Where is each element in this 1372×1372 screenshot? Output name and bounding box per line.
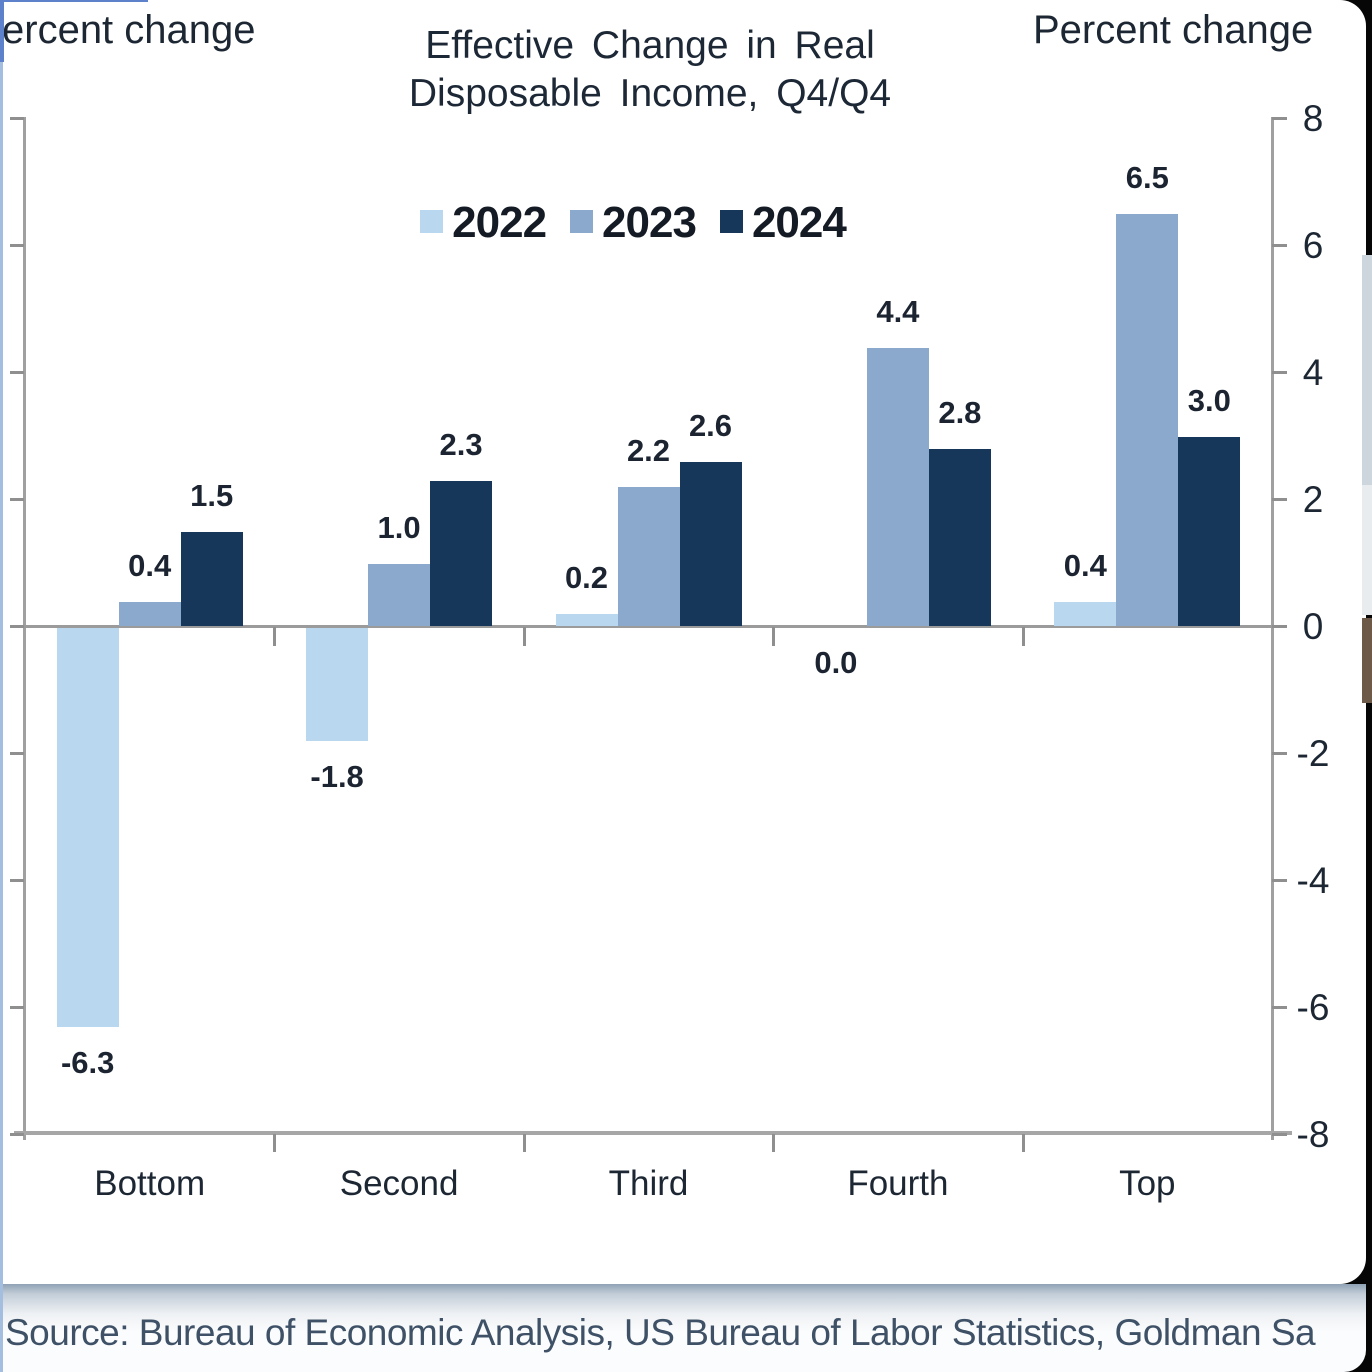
- y-tick-right: [1272, 371, 1287, 374]
- y-tick-label-right: 8: [1302, 98, 1324, 139]
- legend-item-2024: 2024: [719, 198, 847, 248]
- y-tick-right: [1272, 1133, 1287, 1136]
- value-label: 0.0: [814, 645, 858, 680]
- legend-label: 2022: [452, 198, 547, 247]
- source-strip: Source: Bureau of Economic Analysis, US …: [0, 1284, 1366, 1372]
- category-boundary-tick: [522, 627, 526, 646]
- chart-title: Effective Change in Real Disposable Inco…: [330, 22, 970, 118]
- bar-2023-top: [1116, 214, 1179, 626]
- value-label: 0.4: [128, 547, 172, 583]
- y-tick-right: [1272, 117, 1287, 120]
- legend-swatch-2023: [570, 210, 594, 233]
- y-tick-label-right: -8: [1296, 1114, 1330, 1155]
- left-axis-title: ercent change: [2, 8, 256, 52]
- underlying-window-fragment: [1362, 485, 1372, 615]
- legend-label: 2024: [751, 198, 847, 247]
- y-axis-left: [23, 117, 26, 1140]
- legend-label: 2023: [602, 198, 697, 247]
- y-tick-left: [10, 371, 24, 374]
- y-tick-label-right: 0: [1302, 606, 1324, 647]
- y-axis-right: [1271, 117, 1274, 1140]
- bar-2024-bottom: [180, 531, 243, 626]
- y-tick-left: [10, 244, 24, 247]
- bar-2022-bottom: [56, 628, 119, 1028]
- chart-title-line2: Disposable Income, Q4/Q4: [408, 72, 892, 115]
- value-label: 3.0: [1187, 382, 1231, 418]
- category-boundary-tick: [1021, 627, 1025, 646]
- value-label: 1.0: [377, 509, 421, 545]
- underlying-window-fragment: [1362, 255, 1372, 485]
- bar-2024-third: [679, 461, 742, 626]
- category-label: Third: [608, 1164, 689, 1203]
- chart-panel: ercent change Percent change Effective C…: [0, 0, 1366, 1284]
- value-label: 4.4: [876, 293, 920, 329]
- category-label: Second: [339, 1164, 459, 1203]
- category-label: Bottom: [94, 1164, 206, 1203]
- category-boundary-tick: [1021, 1134, 1025, 1152]
- y-tick-right: [1272, 1006, 1287, 1009]
- bar-2022-third: [555, 614, 618, 626]
- value-label: 2.2: [626, 433, 671, 469]
- y-tick-left: [10, 752, 24, 755]
- value-label: 2.6: [688, 407, 733, 443]
- bar-2024-fourth: [928, 449, 991, 626]
- y-tick-label-right: -4: [1296, 860, 1330, 901]
- y-tick-label-right: 2: [1302, 479, 1324, 520]
- chart-title-line1: Effective Change in Real: [425, 24, 875, 67]
- legend: 2022 2023 2024: [0, 198, 1266, 250]
- viewport-top-edge-accent: [0, 0, 148, 2]
- category-label: Top: [1119, 1164, 1176, 1203]
- source-attribution: Source: Bureau of Economic Analysis, US …: [5, 1312, 1316, 1353]
- value-label: 2.8: [938, 395, 982, 431]
- value-label: 6.5: [1125, 160, 1169, 196]
- zero-line: [14, 625, 1276, 628]
- right-axis-title: Percent change: [1033, 8, 1314, 52]
- y-tick-label-right: 6: [1302, 225, 1324, 266]
- y-tick-left: [10, 1006, 24, 1009]
- y-tick-right: [1272, 752, 1287, 755]
- y-tick-label-right: -6: [1296, 987, 1330, 1028]
- y-tick-left: [10, 879, 24, 882]
- legend-item-2022: 2022: [420, 198, 547, 248]
- bar-2023-third: [617, 487, 680, 626]
- category-boundary-tick: [273, 627, 277, 646]
- y-tick-left: [10, 1133, 24, 1136]
- bar-2024-second: [430, 480, 493, 626]
- y-tick-label-right: 4: [1302, 352, 1324, 393]
- value-label: 1.5: [190, 477, 234, 513]
- underlying-photo-fragment: [1362, 618, 1372, 703]
- y-tick-right: [1272, 625, 1287, 628]
- y-tick-right: [1272, 498, 1287, 501]
- value-label: -1.8: [310, 759, 364, 795]
- value-label: 0.2: [564, 560, 609, 596]
- bar-2023-second: [368, 563, 431, 626]
- bar-2023-fourth: [866, 347, 929, 626]
- bar-2022-second: [306, 628, 369, 742]
- category-boundary-tick: [522, 1134, 526, 1152]
- y-tick-right: [1272, 244, 1287, 247]
- viewport-left-edge: [0, 0, 3, 1372]
- y-tick-left: [10, 498, 24, 501]
- viewport-left-edge-accent: [0, 0, 4, 62]
- category-boundary-tick: [772, 627, 776, 646]
- category-label: Fourth: [847, 1164, 949, 1203]
- value-label: 2.3: [439, 426, 483, 462]
- plot-area: -8 -6 -4 -2 0 2 4 6 8 -6.3 0.4 1.5 Bottom -1.8 1.0 2.3 S…: [10, 98, 1330, 1203]
- bar-2023-bottom: [118, 601, 181, 626]
- y-tick-left: [10, 117, 24, 120]
- x-axis: [14, 1131, 1292, 1135]
- bar-2022-top: [1054, 601, 1117, 626]
- category-boundary-tick: [273, 1134, 277, 1152]
- value-label: -6.3: [60, 1045, 115, 1081]
- legend-swatch-2022: [420, 210, 444, 233]
- y-tick-right: [1272, 879, 1287, 882]
- y-tick-label-right: -2: [1296, 733, 1330, 774]
- y-tick-left: [10, 625, 24, 628]
- bar-2024-top: [1178, 436, 1241, 626]
- category-boundary-tick: [772, 1134, 776, 1152]
- legend-item-2023: 2023: [570, 198, 697, 248]
- value-label: 0.4: [1063, 547, 1107, 583]
- legend-swatch-2024: [719, 210, 743, 233]
